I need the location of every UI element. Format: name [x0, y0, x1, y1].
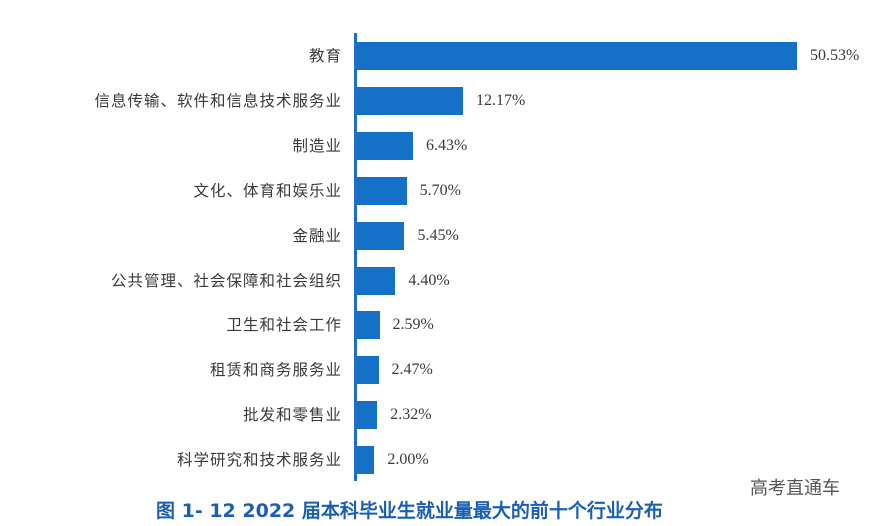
value-label: 2.00%: [387, 451, 429, 469]
bar: [357, 221, 405, 250]
bar-row: 文化、体育和娱乐业 5.70%: [0, 176, 887, 205]
category-label: 租赁和商务服务业: [209, 361, 342, 380]
bar: [357, 131, 413, 160]
category-label: 信息传输、软件和信息技术服务业: [94, 91, 342, 110]
bar: [357, 356, 379, 385]
bar: [357, 401, 378, 430]
value-label: 5.70%: [419, 181, 461, 199]
category-label: 公共管理、社会保障和社会组织: [110, 271, 342, 290]
bar: [357, 42, 797, 70]
bar: [357, 446, 375, 475]
category-label: 卫生和社会工作: [226, 316, 342, 335]
chart-caption: 图 1- 12 2022 届本科毕业生就业量最大的前十个行业分布: [156, 500, 663, 522]
bar: [357, 266, 396, 295]
category-label: 金融业: [292, 226, 342, 245]
value-label: 4.40%: [408, 271, 450, 289]
value-label: 2.32%: [390, 406, 432, 424]
value-label: 12.17%: [475, 91, 526, 109]
bar-row: 科学研究和技术服务业 2.00%: [0, 446, 887, 475]
bar-row: 金融业 5.45%: [0, 221, 887, 250]
value-label: 50.53%: [810, 47, 860, 64]
category-label: 批发和零售业: [242, 406, 342, 425]
category-label: 制造业: [292, 136, 342, 155]
value-label: 2.59%: [392, 316, 434, 334]
bar-row: 信息传输、软件和信息技术服务业 12.17%: [0, 86, 887, 115]
value-label: 5.45%: [417, 226, 459, 244]
bar-row: 租赁和商务服务业 2.47%: [0, 356, 887, 385]
watermark: 高考直通车: [750, 478, 840, 499]
bar-row: 批发和零售业 2.32%: [0, 401, 887, 430]
category-label: 文化、体育和娱乐业: [193, 181, 342, 200]
category-label: 科学研究和技术服务业: [176, 451, 342, 470]
bar-row: 教育 50.53%: [0, 42, 887, 70]
bar: [357, 311, 380, 340]
bar: [357, 86, 463, 115]
bar-row: 制造业 6.43%: [0, 131, 887, 160]
value-label: 2.47%: [391, 361, 433, 379]
value-label: 6.43%: [425, 136, 468, 154]
bar-row: 卫生和社会工作 2.59%: [0, 311, 887, 340]
y-axis-line: [354, 33, 357, 481]
bar: [357, 176, 407, 205]
bar-row: 公共管理、社会保障和社会组织 4.40%: [0, 266, 887, 295]
category-label: 教育: [308, 47, 342, 65]
